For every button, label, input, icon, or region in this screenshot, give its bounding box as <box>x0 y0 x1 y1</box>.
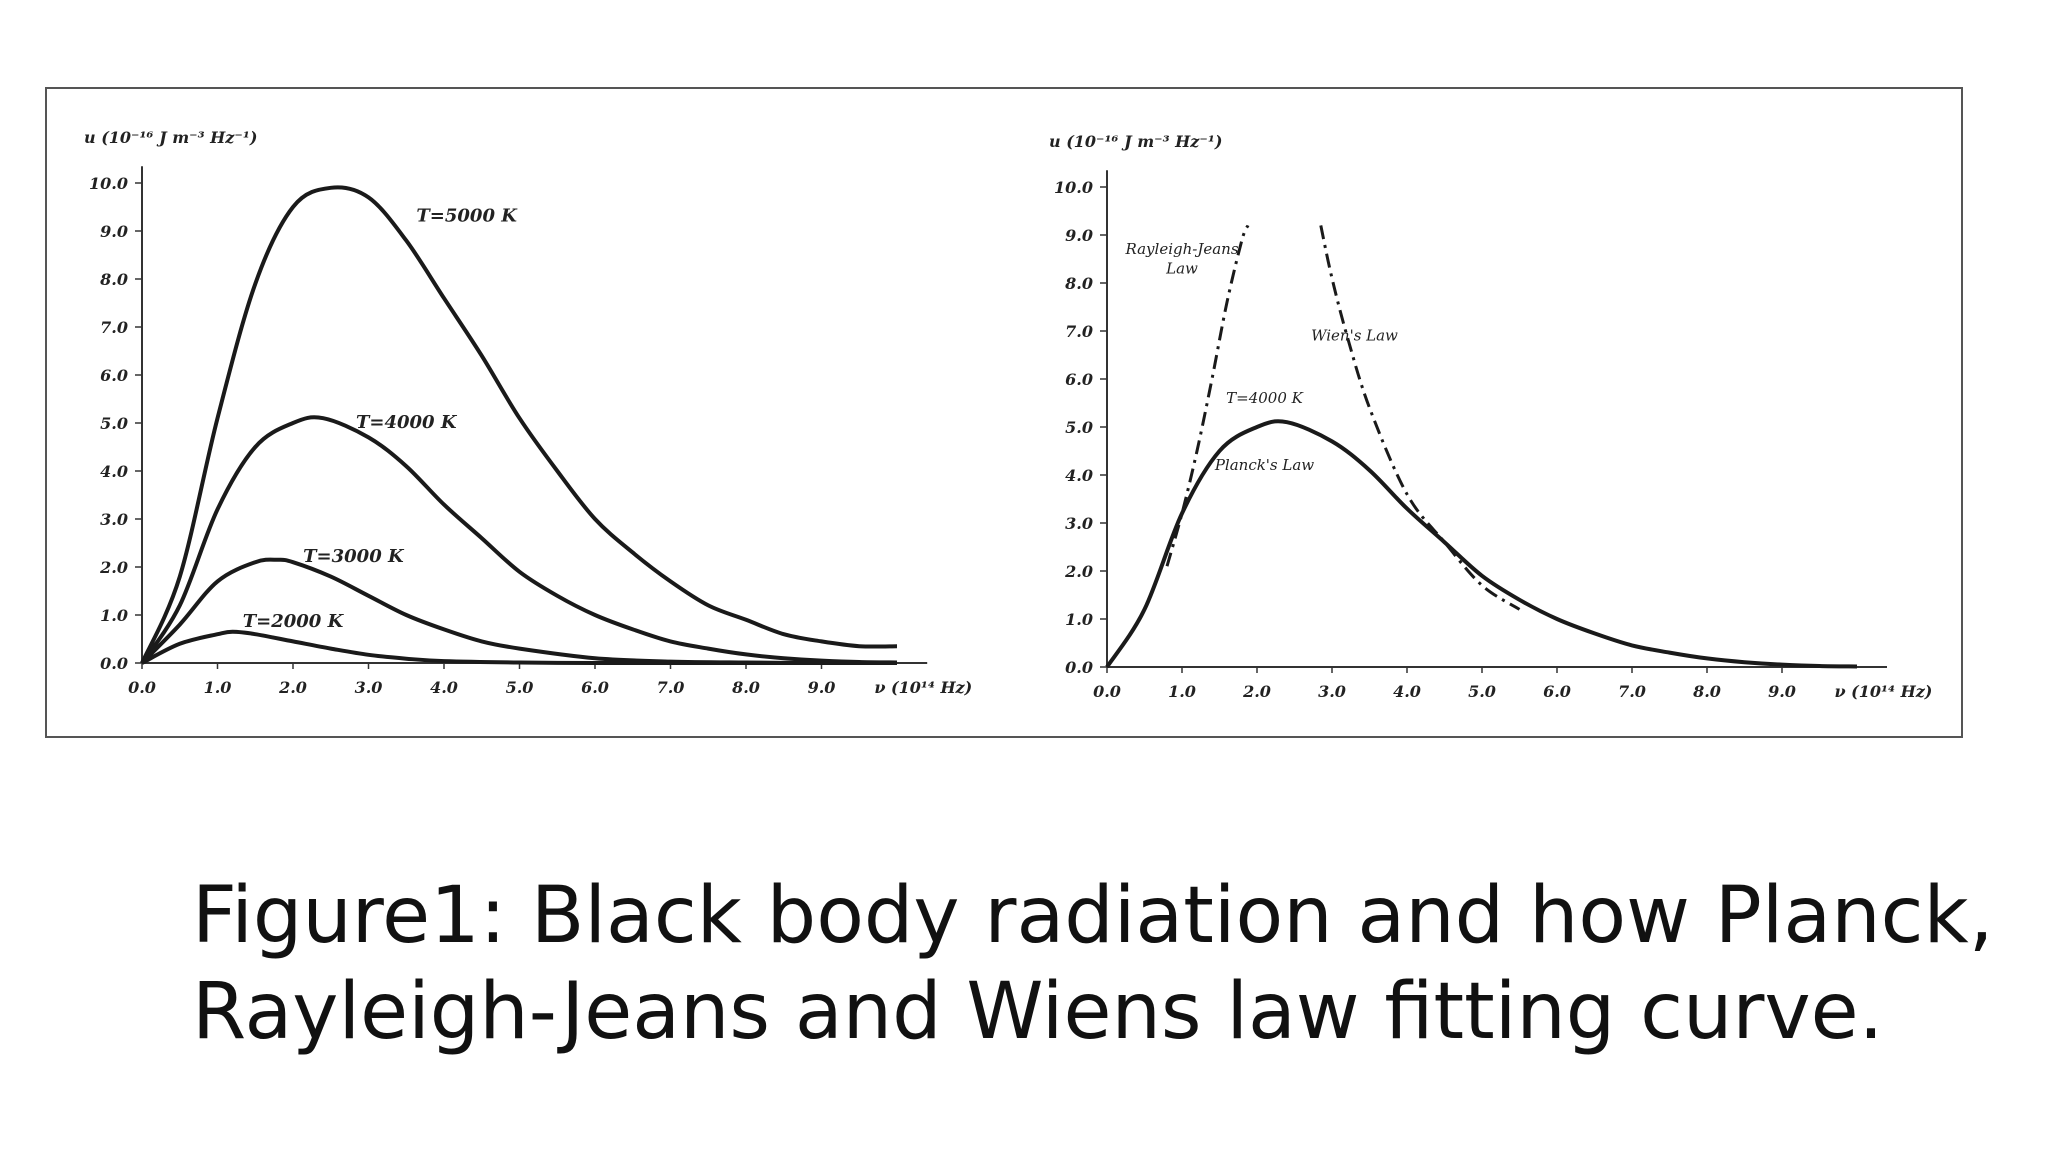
chart1-y-tick-label: 0.0 <box>100 654 128 673</box>
chart2-y-tick-label: 10.0 <box>1054 178 1093 197</box>
chart2-x-tick-label: 2.0 <box>1242 682 1271 701</box>
chart1-x-tick-label: 5.0 <box>506 678 534 697</box>
chart1-series-label-4: T=2000 K <box>243 611 345 632</box>
chart2-annotation-2: Law <box>1165 259 1198 277</box>
chart2-x-tick-label: 3.0 <box>1318 682 1346 701</box>
chart1-series-line-2 <box>140 415 898 665</box>
chart2-y-tick-label: 6.0 <box>1065 370 1093 389</box>
chart2-y-tick-label: 3.0 <box>1065 514 1093 533</box>
chart2-x-tick-label: 5.0 <box>1468 682 1496 701</box>
chart2-annotation-5: Planck's Law <box>1214 456 1314 474</box>
chart2-y-axis-label: u (10⁻¹⁶ J m⁻³ Hz⁻¹) <box>1049 132 1222 151</box>
chart2-y-tick-label: 0.0 <box>1065 658 1093 677</box>
chart1-x-tick-label: 3.0 <box>355 678 383 697</box>
chart1-x-tick-label: 1.0 <box>204 678 232 697</box>
chart1-x-tick-label: 8.0 <box>731 678 760 697</box>
chart2-series-line-1 <box>1105 419 1858 669</box>
chart2-x-tick-label: 1.0 <box>1168 682 1196 701</box>
figure-caption: Figure1: Black body radiation and how Pl… <box>192 868 1994 1060</box>
chart2-x-tick-label: 8.0 <box>1692 682 1721 701</box>
chart1-x-tick-label: 0.0 <box>128 678 156 697</box>
chart2-y-tick-label: 9.0 <box>1065 226 1093 245</box>
chart2-x-tick-label: 7.0 <box>1618 682 1646 701</box>
caption-line-2: Rayleigh-Jeans and Wiens law fitting cur… <box>192 967 1884 1057</box>
chart1-y-tick-label: 9.0 <box>100 222 128 241</box>
chart1-y-tick-label: 6.0 <box>100 366 128 385</box>
chart1-series-label-1: T=5000 K <box>416 205 518 226</box>
chart2-annotation-4: T=4000 K <box>1226 389 1304 407</box>
chart1-y-tick-label: 3.0 <box>100 510 128 529</box>
chart1-x-tick-label: 2.0 <box>278 678 307 697</box>
chart2-y-tick-label: 8.0 <box>1064 274 1093 293</box>
chart2-annotation-3: Wien's Law <box>1311 327 1398 345</box>
chart2-x-axis-label: ν (10¹⁴ Hz) <box>1835 682 1933 701</box>
chart1-y-tick-label: 10.0 <box>89 174 128 193</box>
chart-area: 0.0 1.0 2.0 3.0 4.0 5.0 6.0 7.0 8.0 9.0 10.0 0.0 1.0… <box>84 128 1933 701</box>
chart2-x-tick-label: 9.0 <box>1768 682 1796 701</box>
chart1-x-tick-label: 9.0 <box>808 678 836 697</box>
chart2-y-tick-label: 5.0 <box>1065 418 1093 437</box>
chart2-x-tick-label: 6.0 <box>1543 682 1571 701</box>
chart2-annotation-1: Rayleigh-Jeans <box>1124 240 1238 258</box>
chart1-x-tick-label: 4.0 <box>430 678 458 697</box>
chart2-y-tick-label: 1.0 <box>1065 610 1093 629</box>
chart1-y-tick-label: 1.0 <box>100 606 128 625</box>
chart1-y-axis-label: u (10⁻¹⁶ J m⁻³ Hz⁻¹) <box>84 128 257 147</box>
chart1-x-axis-label: ν (10¹⁴ Hz) <box>874 678 972 697</box>
chart1-y-tick-label: 5.0 <box>100 414 128 433</box>
chart1-y-tick-label: 8.0 <box>99 270 128 289</box>
chart1-series-label-3: T=3000 K <box>303 546 405 567</box>
chart1-series-line-1 <box>140 185 898 664</box>
figure-frame: 0.0 1.0 2.0 3.0 4.0 5.0 6.0 7.0 8.0 9.0 10.0 0.0 1.0… <box>45 87 1963 738</box>
chart1-series-line-4 <box>141 629 897 666</box>
chart1-x-tick-label: 7.0 <box>657 678 685 697</box>
chart1-y-tick-label: 7.0 <box>100 318 128 337</box>
chart2-y-tick-label: 7.0 <box>1065 322 1093 341</box>
chart2-x-tick-label: 0.0 <box>1093 682 1121 701</box>
chart2-series-line-3 <box>1319 225 1521 611</box>
chart1-series-label-2: T=4000 K <box>356 412 458 433</box>
chart2-y-tick-label: 2.0 <box>1064 562 1093 581</box>
caption-line-1: Figure1: Black body radiation and how Pl… <box>192 871 1994 961</box>
chart2-y-tick-label: 4.0 <box>1065 466 1093 485</box>
chart1-y-tick-label: 2.0 <box>99 558 128 577</box>
chart1-x-tick-label: 6.0 <box>581 678 609 697</box>
chart1-y-tick-label: 4.0 <box>100 462 128 481</box>
chart2-x-tick-label: 4.0 <box>1393 682 1421 701</box>
